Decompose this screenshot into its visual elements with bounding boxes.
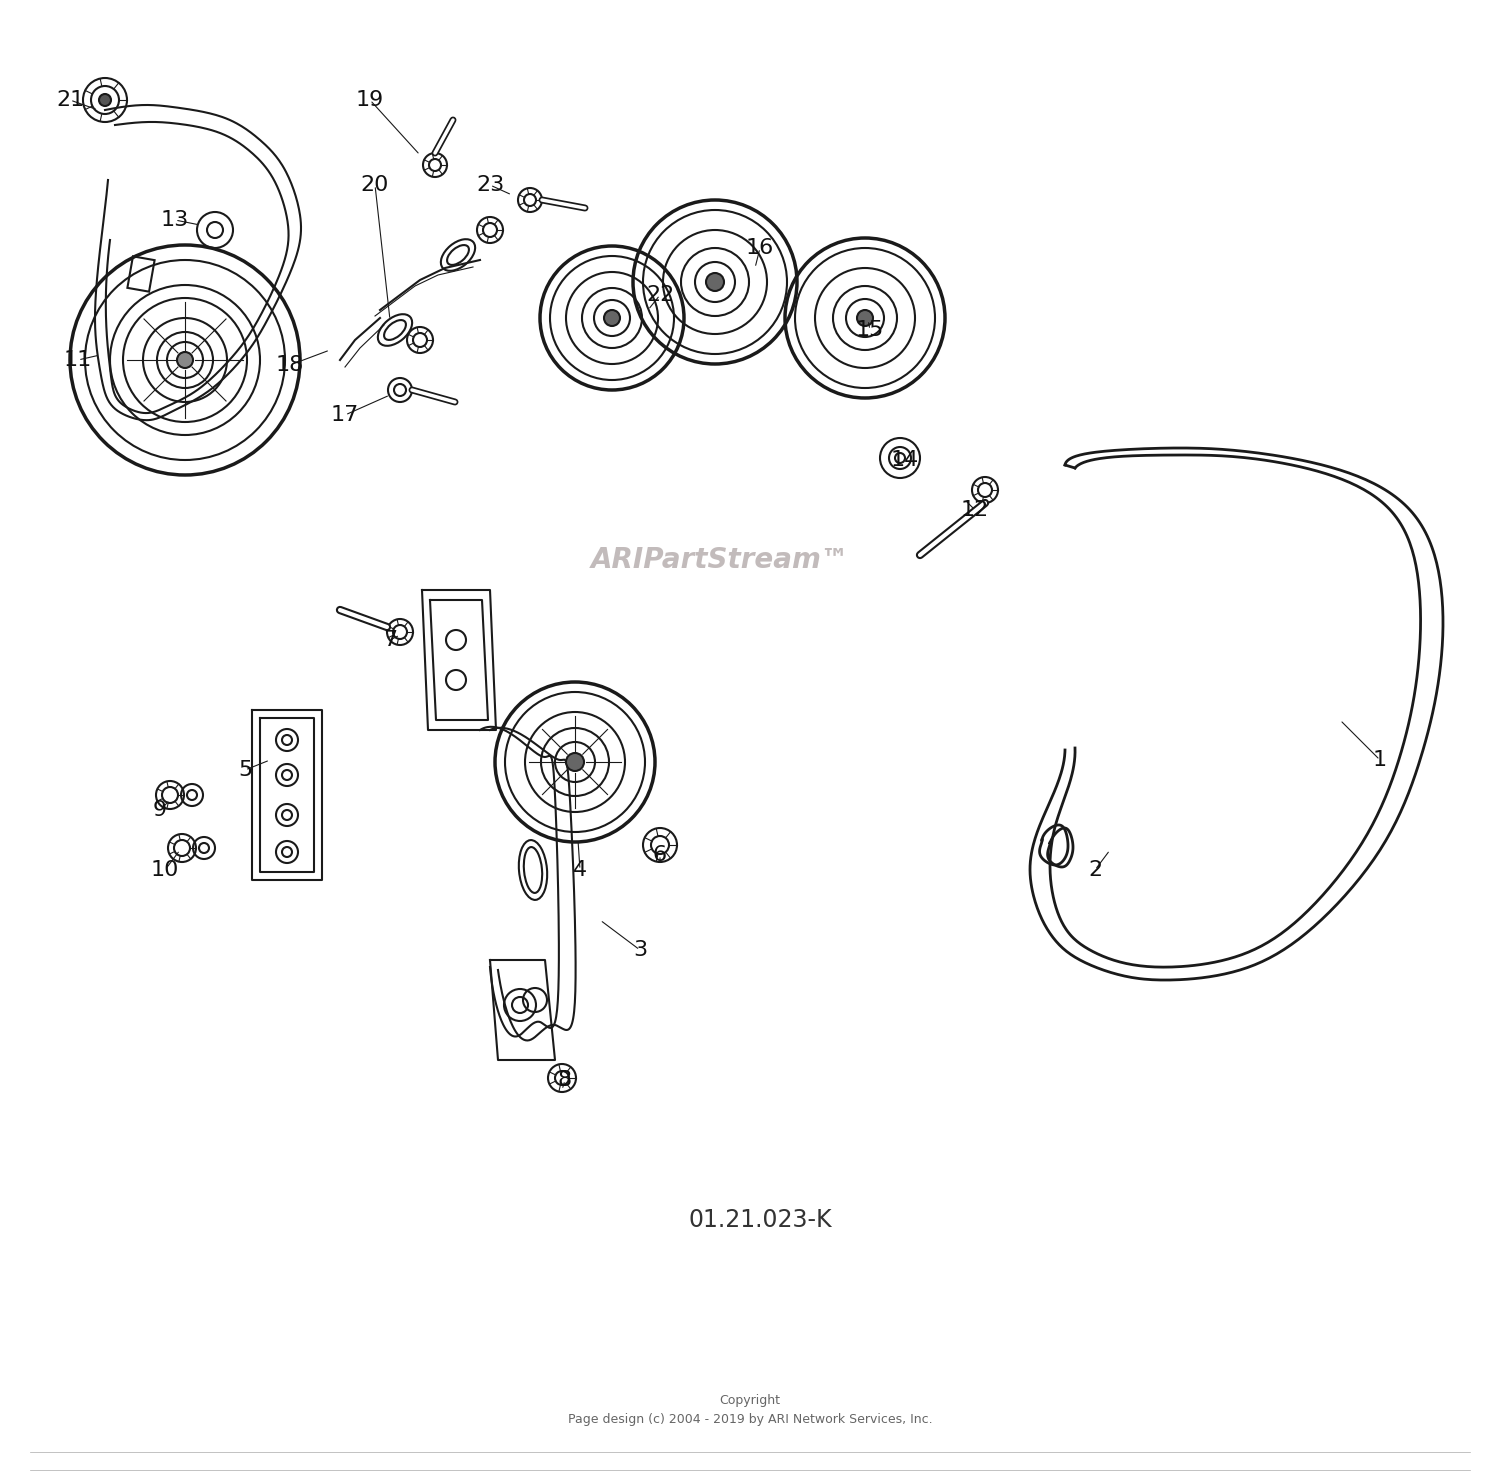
Text: 01.21.023-K: 01.21.023-K	[688, 1208, 832, 1232]
Text: ARIPartStream™: ARIPartStream™	[591, 545, 849, 574]
Text: Copyright
Page design (c) 2004 - 2019 by ARI Network Services, Inc.: Copyright Page design (c) 2004 - 2019 by…	[567, 1395, 933, 1426]
Bar	[128, 256, 154, 292]
Circle shape	[99, 93, 111, 107]
Text: 18: 18	[276, 356, 304, 375]
Text: 17: 17	[332, 405, 358, 425]
Text: 10: 10	[152, 860, 178, 880]
Text: 3: 3	[633, 940, 646, 960]
Text: 12: 12	[962, 499, 988, 520]
Text: 4: 4	[573, 860, 586, 880]
Text: 20: 20	[362, 175, 388, 196]
Text: 16: 16	[746, 239, 774, 258]
Text: 23: 23	[476, 175, 504, 196]
Text: 5: 5	[238, 760, 252, 780]
Text: 19: 19	[356, 90, 384, 110]
Text: 2: 2	[1088, 860, 1102, 880]
Text: 14: 14	[891, 451, 920, 470]
Text: 22: 22	[646, 285, 674, 305]
Text: 7: 7	[382, 630, 398, 651]
Text: 15: 15	[856, 320, 883, 339]
Text: 21: 21	[56, 90, 84, 110]
Text: 13: 13	[160, 210, 189, 230]
Text: 11: 11	[64, 350, 92, 370]
Circle shape	[604, 310, 619, 326]
Circle shape	[856, 310, 873, 326]
Text: 9: 9	[153, 800, 166, 820]
Text: 8: 8	[558, 1070, 572, 1089]
Circle shape	[706, 273, 724, 290]
Circle shape	[566, 753, 584, 771]
Text: 6: 6	[652, 845, 668, 865]
Circle shape	[177, 353, 194, 368]
Text: 1: 1	[1372, 750, 1388, 771]
